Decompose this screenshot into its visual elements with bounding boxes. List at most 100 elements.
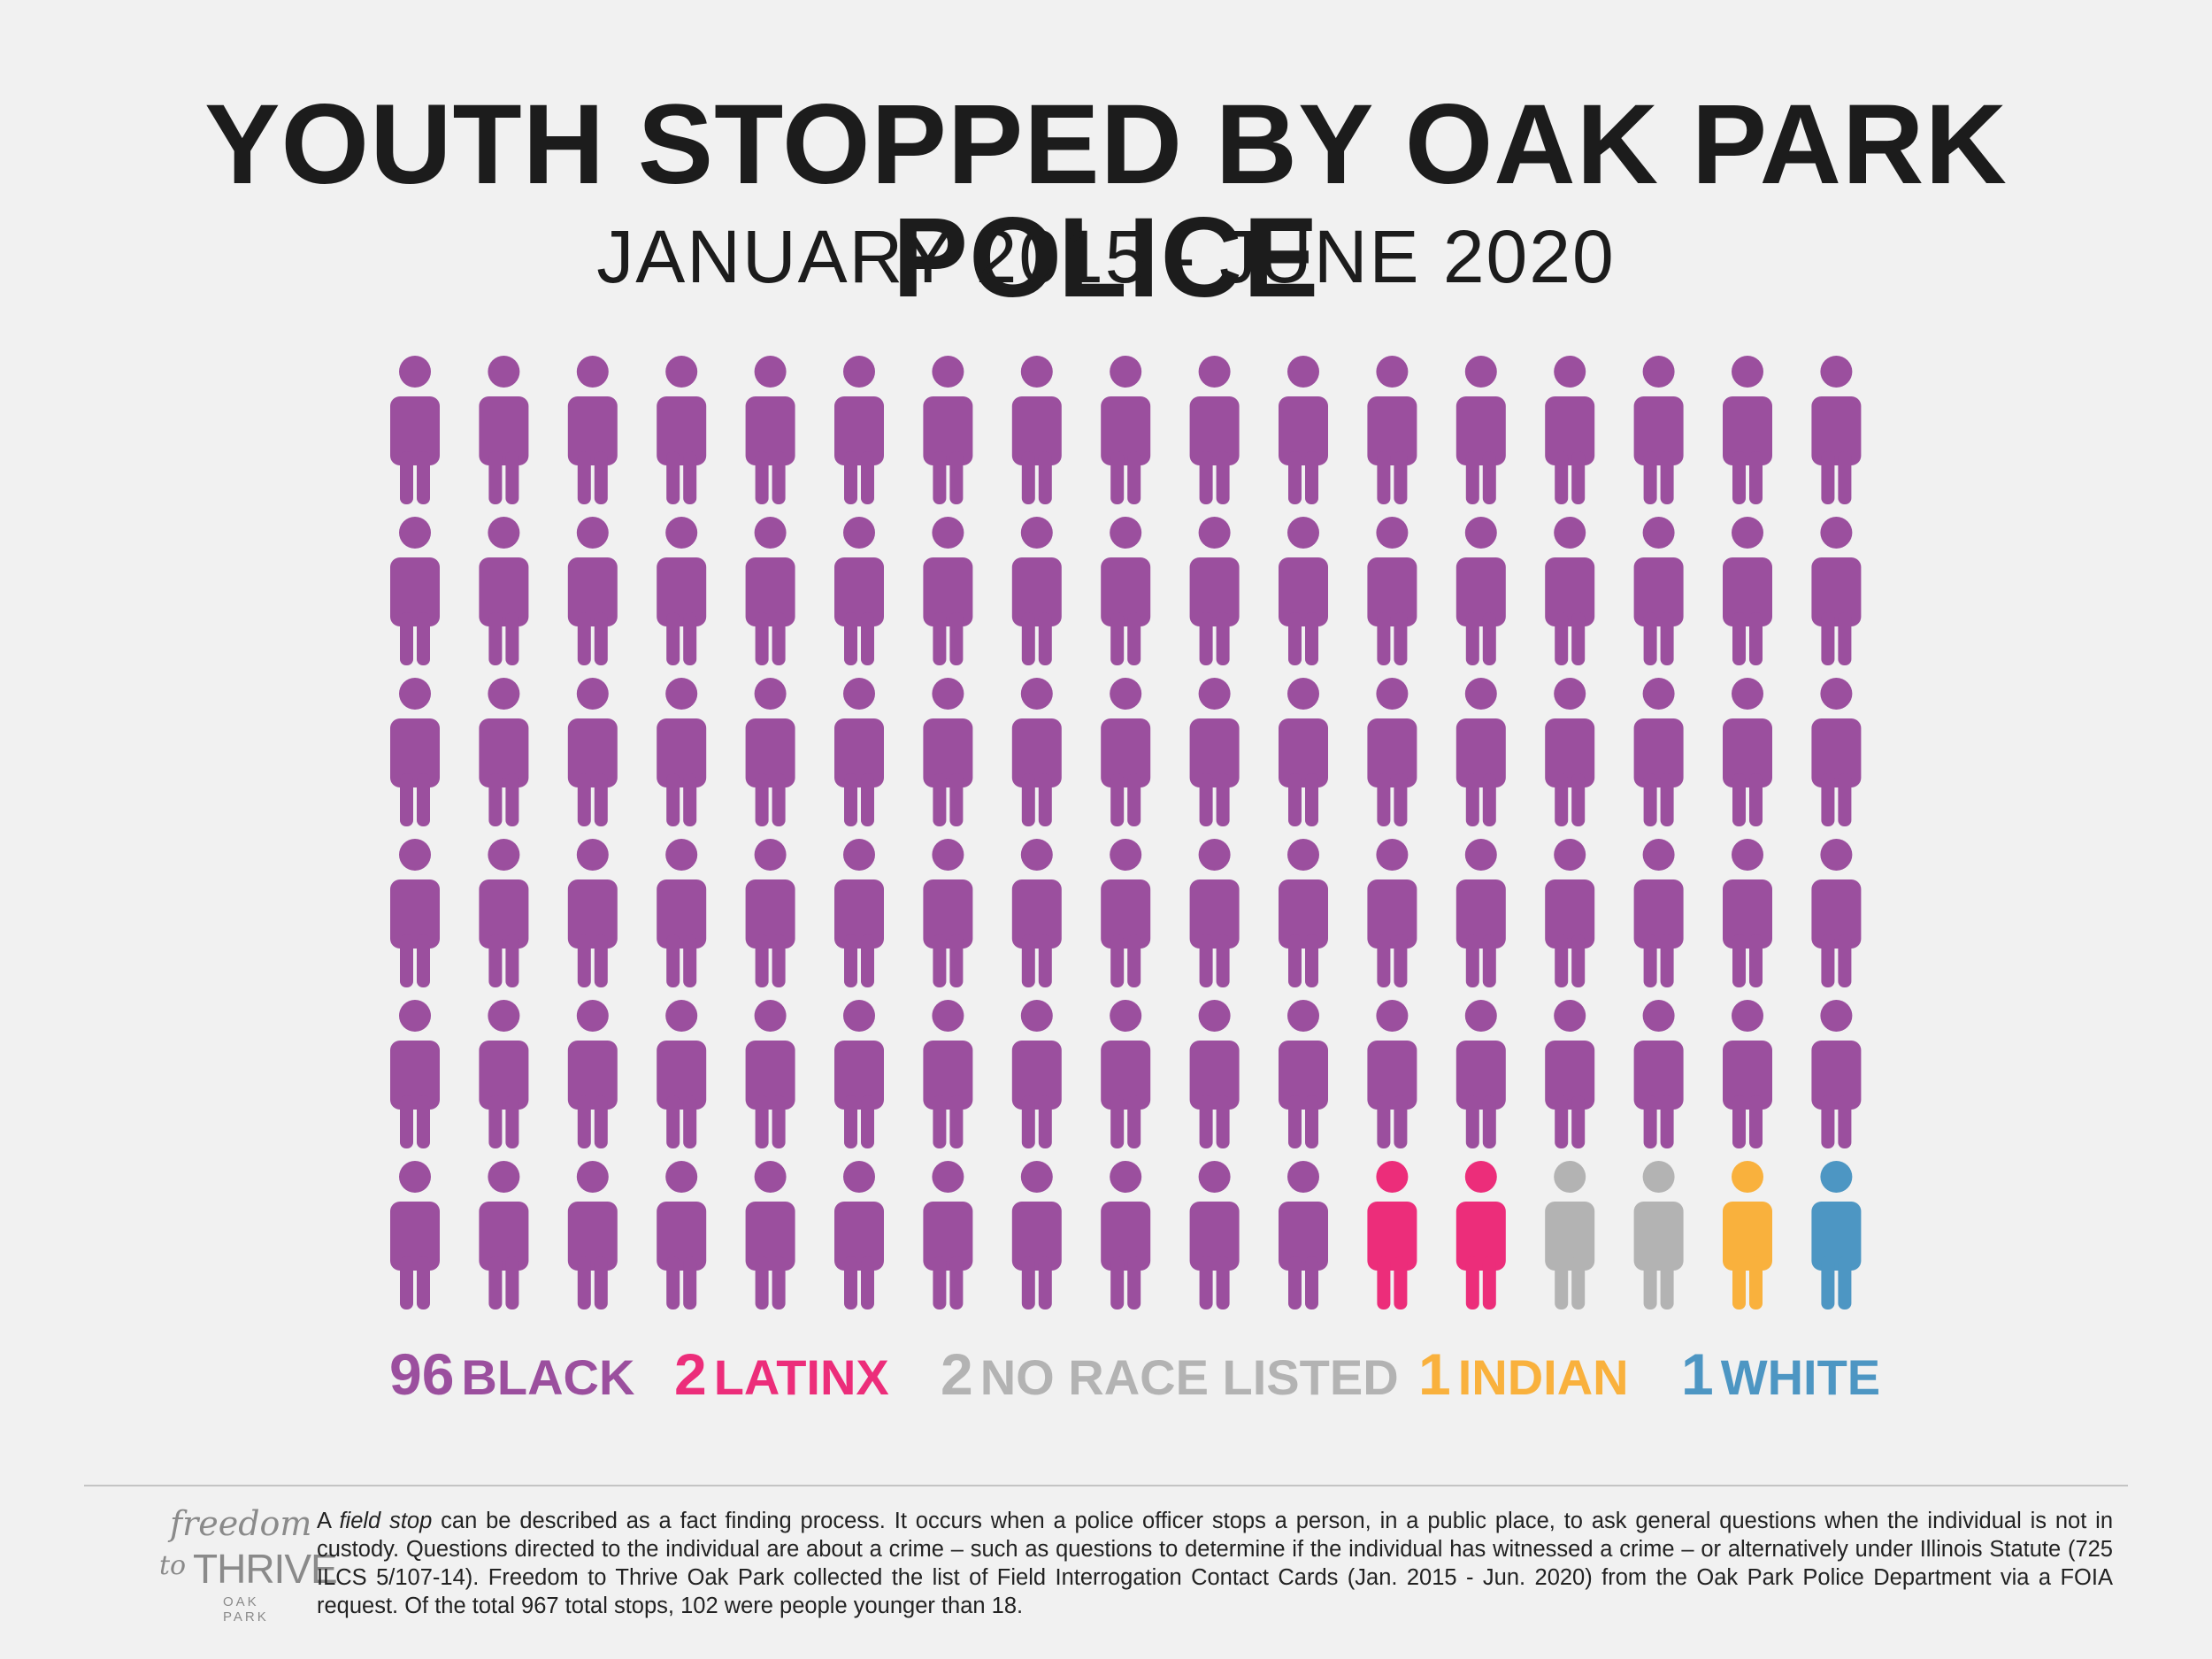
person-icon xyxy=(745,1161,795,1310)
person-icon xyxy=(1101,678,1151,826)
person-icon xyxy=(1723,678,1772,826)
person-icon xyxy=(1101,517,1151,665)
person-icon xyxy=(657,356,707,504)
person-icon xyxy=(567,839,618,987)
person-icon xyxy=(479,517,529,665)
person-icon xyxy=(1279,1161,1328,1310)
person-icon xyxy=(1633,678,1684,826)
person-icon xyxy=(1189,356,1240,504)
person-icon xyxy=(1811,356,1862,504)
logo-word-freedom: freedom xyxy=(170,1504,312,1543)
person-icon xyxy=(1279,839,1328,987)
person-icon xyxy=(923,839,973,987)
person-icon xyxy=(479,839,529,987)
person-icon xyxy=(923,517,973,665)
footnote-term: field stop xyxy=(339,1509,433,1533)
person-icon xyxy=(1279,517,1328,665)
person-icon xyxy=(479,678,529,826)
person-icon xyxy=(390,356,440,504)
legend-black-label: BLACK xyxy=(461,1349,635,1405)
person-icon xyxy=(479,1000,529,1148)
person-icon xyxy=(834,839,884,987)
person-icon xyxy=(1189,839,1240,987)
person-icon xyxy=(567,517,618,665)
legend-white: 1 WHITE xyxy=(1681,1340,1880,1420)
person-icon xyxy=(567,678,618,826)
person-icon xyxy=(1811,1161,1862,1310)
legend-indian: 1 INDIAN xyxy=(1418,1340,1629,1420)
person-icon xyxy=(1367,1161,1417,1310)
person-icon xyxy=(1455,517,1506,665)
logo-word-thrive: THRIVE xyxy=(193,1546,338,1592)
person-icon xyxy=(1189,678,1240,826)
person-icon xyxy=(1723,1000,1772,1148)
person-icon xyxy=(1189,1161,1240,1310)
person-icon xyxy=(745,839,795,987)
person-icon xyxy=(1011,839,1062,987)
person-icon xyxy=(1545,839,1595,987)
person-icon xyxy=(1633,1161,1684,1310)
person-icon xyxy=(657,517,707,665)
legend-no-race-listed-label: NO RACE LISTED xyxy=(979,1349,1399,1405)
person-icon xyxy=(745,517,795,665)
person-icon xyxy=(745,356,795,504)
person-icon xyxy=(1189,517,1240,665)
person-icon xyxy=(1367,356,1417,504)
person-icon xyxy=(1723,356,1772,504)
person-icon xyxy=(390,1000,440,1148)
person-icon xyxy=(1367,1000,1417,1148)
person-icon xyxy=(745,678,795,826)
person-icon xyxy=(1633,839,1684,987)
person-icon xyxy=(1545,678,1595,826)
person-icon xyxy=(657,1000,707,1148)
person-icon xyxy=(834,1161,884,1310)
person-icon xyxy=(1189,1000,1240,1148)
legend-no-race-listed: 2 NO RACE LISTED xyxy=(941,1340,1399,1420)
person-icon xyxy=(1723,517,1772,665)
person-icon xyxy=(390,678,440,826)
person-icon xyxy=(1011,678,1062,826)
person-icon xyxy=(1811,839,1862,987)
person-icon xyxy=(1545,517,1595,665)
person-icon xyxy=(479,356,529,504)
logo-word-to: to xyxy=(159,1550,187,1581)
page-subtitle: JANUARY 2015 - JUNE 2020 xyxy=(596,215,1616,298)
person-icon xyxy=(834,678,884,826)
person-icon xyxy=(1101,1161,1151,1310)
person-icon xyxy=(834,1000,884,1148)
person-icon xyxy=(1455,1000,1506,1148)
person-icon xyxy=(1101,1000,1151,1148)
page-title: YOUTH STOPPED BY OAK PARK POLICE xyxy=(204,81,2008,321)
person-icon xyxy=(834,517,884,665)
footnote-body: can be described as a fact finding proce… xyxy=(317,1509,2113,1618)
person-icon xyxy=(1101,839,1151,987)
person-icon xyxy=(1279,356,1328,504)
legend-black-value: 96 xyxy=(389,1341,455,1407)
person-icon xyxy=(567,1161,618,1310)
pictograph-chart xyxy=(390,356,1862,1310)
person-icon xyxy=(1367,678,1417,826)
person-icon xyxy=(1011,356,1062,504)
person-icon xyxy=(1455,356,1506,504)
person-icon xyxy=(1723,839,1772,987)
person-icon xyxy=(1633,1000,1684,1148)
person-icon xyxy=(1011,517,1062,665)
person-icon xyxy=(1101,356,1151,504)
person-icon xyxy=(567,356,618,504)
person-icon xyxy=(1545,1161,1595,1310)
person-icon xyxy=(1811,678,1862,826)
legend-latinx-label: LATINX xyxy=(713,1349,889,1405)
person-icon xyxy=(923,1000,973,1148)
legend-black: 96 BLACK xyxy=(389,1340,634,1420)
person-icon xyxy=(1545,356,1595,504)
person-icon xyxy=(1011,1000,1062,1148)
logo-word-oak-park: OAK PARK xyxy=(223,1594,269,1624)
person-icon xyxy=(1723,1161,1772,1310)
person-icon xyxy=(1811,1000,1862,1148)
freedom-to-thrive-logo: freedom to THRIVE OAK PARK xyxy=(159,1504,338,1628)
legend-latinx-value: 2 xyxy=(674,1341,707,1407)
person-icon xyxy=(745,1000,795,1148)
person-icon xyxy=(657,678,707,826)
person-icon xyxy=(657,839,707,987)
footnote-intro: A xyxy=(317,1509,340,1533)
